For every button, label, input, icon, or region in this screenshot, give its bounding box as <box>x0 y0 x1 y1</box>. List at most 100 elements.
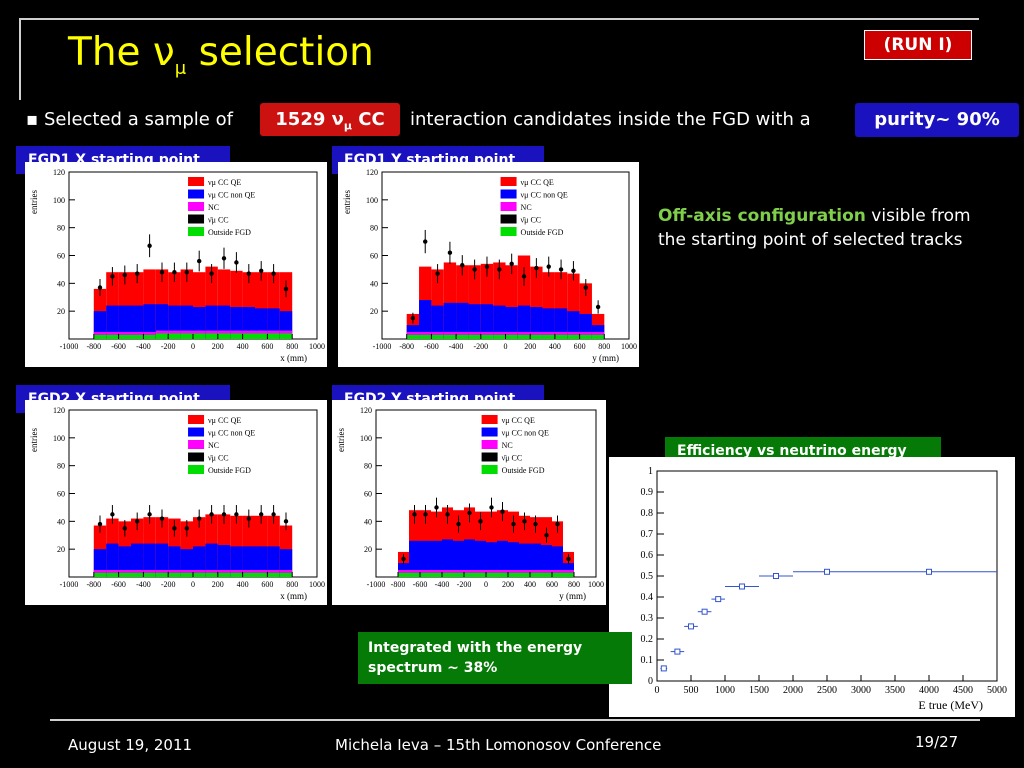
bar-nc <box>468 332 481 335</box>
x-tick-label: -600 <box>413 580 428 589</box>
bar-cc-nonqe <box>519 543 530 577</box>
bar-cc-nonqe <box>475 540 486 577</box>
data-point <box>159 270 165 275</box>
bar-nc <box>567 332 580 335</box>
bar-outside-fgd <box>431 572 442 577</box>
y-tick-label: 120 <box>366 168 378 177</box>
data-point <box>271 512 276 517</box>
y-axis-label: entries <box>342 190 352 214</box>
bar-cc-nonqe <box>508 542 519 577</box>
y-tick-label: 120 <box>360 406 372 415</box>
bar-cc-nonqe <box>443 302 457 339</box>
data-point <box>234 260 239 265</box>
data-point <box>423 512 428 517</box>
x-tick-label: 500 <box>684 685 699 696</box>
data-point <box>147 512 152 517</box>
bar-nc <box>519 570 530 573</box>
y-tick-label: 60 <box>57 252 65 261</box>
x-tick-label: 800 <box>568 580 580 589</box>
bar-outside-fgd <box>131 334 144 339</box>
bar-nc <box>217 330 231 334</box>
x-tick-label: 400 <box>237 342 249 351</box>
bar-cc-nonqe <box>217 544 231 577</box>
legend-swatch <box>481 440 498 449</box>
x-axis-label: x (mm) <box>280 591 307 601</box>
legend-swatch <box>500 227 517 236</box>
data-point <box>209 271 214 276</box>
data-point <box>246 271 251 276</box>
bar-nc <box>180 570 193 573</box>
bar-cc-nonqe <box>155 304 169 339</box>
bar-outside-fgd <box>579 334 592 339</box>
bar-cc-nonqe <box>497 540 508 577</box>
bar-outside-fgd <box>180 572 193 577</box>
legend-swatch <box>188 452 205 462</box>
legend-label: νμ CC QE <box>208 416 241 425</box>
bar-cc-nonqe <box>505 306 518 339</box>
x-tick-label: 2000 <box>783 685 803 696</box>
bar-outside-fgd <box>517 334 531 339</box>
bar-cc-nonqe <box>541 544 552 577</box>
bar-outside-fgd <box>542 334 555 339</box>
bar-nc <box>530 332 543 335</box>
data-point <box>674 648 681 655</box>
x-tick-label: 4500 <box>953 685 973 696</box>
legend-label: NC <box>208 441 219 450</box>
bar-nc <box>155 570 169 573</box>
data-point <box>500 509 505 514</box>
x-tick-label: -600 <box>111 580 126 589</box>
data-point <box>221 256 227 261</box>
bar-nc <box>106 332 119 335</box>
bar-nc <box>508 570 519 573</box>
x-tick-label: 1000 <box>309 580 325 589</box>
bar-outside-fgd <box>505 334 518 339</box>
bar-nc <box>554 332 568 335</box>
bullet-marker: ▪ <box>26 109 39 130</box>
bar-outside-fgd <box>143 572 156 577</box>
bar-nc <box>267 330 280 334</box>
bar-cc-nonqe <box>255 546 268 577</box>
x-tick-label: 600 <box>574 342 586 351</box>
bar-cc-nonqe <box>155 543 169 577</box>
bar-cc-nonqe <box>456 302 469 339</box>
legend-swatch <box>188 214 205 224</box>
bar-cc-nonqe <box>131 543 144 577</box>
data-point <box>472 267 477 272</box>
x-tick-label: 5000 <box>987 685 1007 696</box>
data-point <box>467 510 472 516</box>
x-tick-label: 1500 <box>749 685 769 696</box>
footer-date: August 19, 2011 <box>68 736 193 754</box>
x-tick-label: 200 <box>502 580 514 589</box>
bar-nc <box>579 332 592 335</box>
legend-label: NC <box>208 203 219 212</box>
bar-nc <box>93 332 107 335</box>
data-point <box>110 512 115 517</box>
frame-vertical-line <box>19 18 21 100</box>
data-point <box>197 516 202 521</box>
y-tick-label: 80 <box>364 462 372 471</box>
data-point <box>447 250 453 255</box>
bar-nc <box>106 570 119 573</box>
bar-outside-fgd <box>205 333 218 339</box>
data-point <box>715 596 722 603</box>
y-tick-label: 20 <box>370 307 378 316</box>
data-point <box>410 315 416 321</box>
y-tick-label: 120 <box>53 168 65 177</box>
bar-nc <box>193 330 206 334</box>
y-tick-label: 0.1 <box>641 655 654 666</box>
bar-nc <box>541 570 552 573</box>
legend-swatch <box>481 465 498 474</box>
data-point <box>522 519 527 524</box>
legend-label: Outside FGD <box>521 228 564 237</box>
bar-nc <box>255 330 268 334</box>
bar-cc-nonqe <box>143 543 156 577</box>
x-tick-label: 400 <box>237 580 249 589</box>
data-point <box>259 512 264 517</box>
data-point <box>571 268 576 274</box>
data-point <box>555 521 560 527</box>
bar-outside-fgd <box>255 572 268 577</box>
bar-outside-fgd <box>493 334 506 339</box>
bar-cc-nonqe <box>106 543 119 577</box>
x-tick-label: 2500 <box>817 685 837 696</box>
bar-cc-nonqe <box>106 305 119 339</box>
